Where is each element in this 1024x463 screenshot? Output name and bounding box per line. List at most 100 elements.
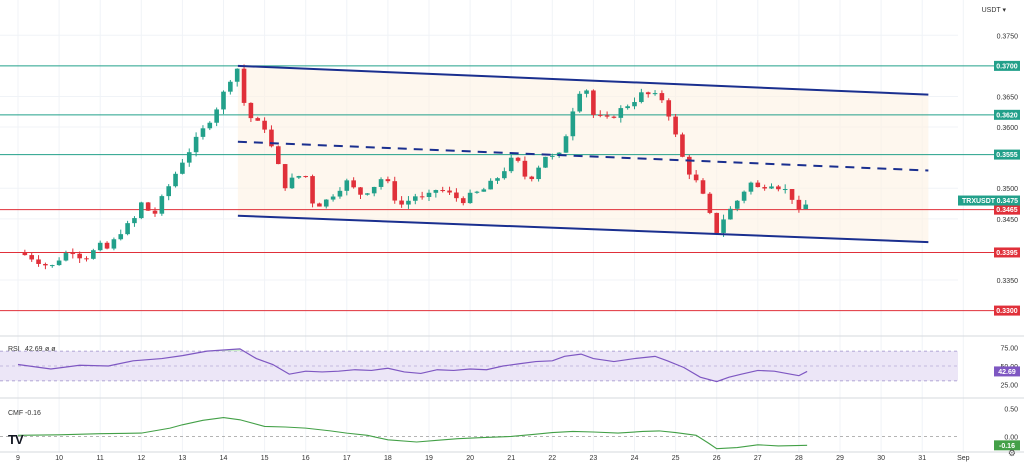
level-tag-text: 0.3620 xyxy=(996,112,1018,119)
candle xyxy=(186,152,192,163)
candle xyxy=(241,68,247,103)
candle xyxy=(755,182,761,188)
candle xyxy=(550,155,555,157)
candle xyxy=(159,196,165,214)
cmf-label: CMF xyxy=(8,410,23,417)
candle xyxy=(529,176,535,180)
candle xyxy=(43,263,48,266)
candle xyxy=(440,190,445,192)
candle xyxy=(769,186,774,189)
candle xyxy=(234,68,240,82)
rsi-axis-label: 75.00 xyxy=(1000,345,1018,352)
cmf-axis-label: 0.50 xyxy=(1004,407,1018,414)
x-axis-label: 13 xyxy=(179,455,187,462)
candle xyxy=(645,92,651,95)
candle xyxy=(84,258,89,260)
candle xyxy=(803,204,809,210)
candle xyxy=(317,203,322,207)
level-tag xyxy=(994,204,1020,215)
x-axis-label: 28 xyxy=(795,455,803,462)
level-tag xyxy=(994,60,1020,71)
candle xyxy=(36,259,41,264)
candle xyxy=(207,122,213,129)
candle xyxy=(296,176,302,178)
candle xyxy=(371,186,377,194)
candle xyxy=(22,252,28,256)
candle xyxy=(796,199,802,210)
candle xyxy=(591,90,596,115)
candle xyxy=(289,177,295,189)
candle xyxy=(460,198,466,204)
candle xyxy=(132,218,137,224)
candle xyxy=(782,189,788,191)
rsi-current-value: 42.69 xyxy=(25,346,43,353)
x-axis-label: 10 xyxy=(55,455,63,462)
x-axis-label: 16 xyxy=(302,455,310,462)
candle xyxy=(351,180,356,188)
candle xyxy=(193,136,199,153)
level-tag xyxy=(994,109,1020,120)
price-tag-symbol: TRXUSDT xyxy=(962,198,996,205)
y-axis-label: 0.3450 xyxy=(997,217,1019,224)
candle xyxy=(597,114,603,116)
candle xyxy=(214,109,219,123)
candle xyxy=(659,93,665,101)
rsi-line xyxy=(17,348,808,383)
currency-selector[interactable]: USDT ▾ xyxy=(981,7,1006,14)
x-axis-label: 29 xyxy=(836,455,844,462)
candle xyxy=(522,160,528,177)
candle xyxy=(762,187,767,189)
candle xyxy=(323,199,329,207)
candle xyxy=(577,93,582,112)
level-tag xyxy=(994,247,1020,258)
x-axis-label: 20 xyxy=(466,455,474,462)
price-tag xyxy=(958,195,1020,206)
candle xyxy=(406,200,411,205)
candle xyxy=(693,174,699,181)
candle xyxy=(433,190,439,193)
x-axis-label: 26 xyxy=(713,455,721,462)
candle xyxy=(426,192,432,198)
candle xyxy=(714,212,719,233)
x-axis-label: 15 xyxy=(261,455,269,462)
currency-label: USDT xyxy=(981,7,1001,14)
x-axis-label: 17 xyxy=(343,455,351,462)
x-axis-label: 31 xyxy=(918,455,926,462)
candle xyxy=(652,93,658,95)
x-axis-label: 22 xyxy=(548,455,556,462)
candle xyxy=(707,193,713,213)
cmf-value-tag xyxy=(994,440,1020,451)
level-tag xyxy=(994,149,1020,160)
candle xyxy=(344,180,350,191)
candle xyxy=(269,129,274,147)
level-tag-text: 0.3555 xyxy=(996,152,1018,159)
y-axis-label: 0.3350 xyxy=(997,278,1019,285)
candle xyxy=(97,242,103,251)
candle xyxy=(399,200,404,205)
candle xyxy=(563,136,569,153)
x-axis-label: 11 xyxy=(97,455,104,462)
candle xyxy=(625,106,630,109)
candle xyxy=(673,116,678,135)
candle xyxy=(721,219,726,233)
candle xyxy=(734,200,740,209)
gear-icon[interactable]: ⚙ xyxy=(1007,448,1016,458)
candle xyxy=(570,111,576,137)
candle xyxy=(495,178,500,181)
level-tag-text: 0.3700 xyxy=(996,63,1018,70)
cmf-current-value: -0.16 xyxy=(25,410,41,417)
candle xyxy=(303,176,308,178)
rsi-value-tag-text: 42.69 xyxy=(998,369,1016,376)
candle xyxy=(515,157,521,161)
candle xyxy=(282,164,288,189)
x-axis-label: 14 xyxy=(220,455,228,462)
candle xyxy=(145,202,151,211)
candle xyxy=(139,202,144,219)
rsi-symbols: ø ø xyxy=(45,346,56,353)
rsi-value-tag xyxy=(994,366,1020,377)
x-axis-label: 24 xyxy=(631,455,639,462)
cmf-axis-label: 0.00 xyxy=(1004,434,1018,441)
candle xyxy=(687,156,692,175)
level-tag xyxy=(994,305,1020,316)
